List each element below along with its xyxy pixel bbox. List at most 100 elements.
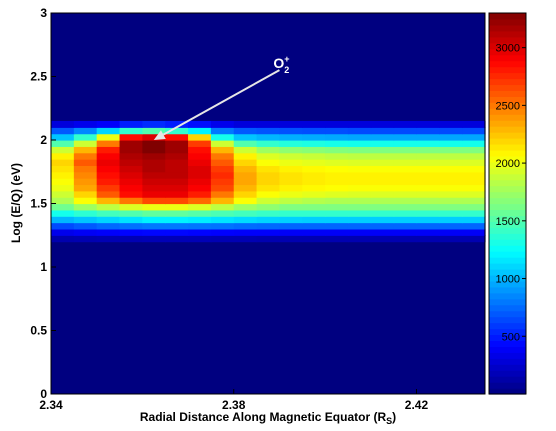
heatmap-cell [439,216,463,224]
colorbar-segment [489,126,526,133]
heatmap-cell [210,140,235,147]
heatmap-cell [416,209,440,217]
heatmap-cell [119,216,143,224]
heatmap-cell [142,133,166,141]
heatmap-cell [165,197,189,205]
heatmap-cell [96,197,121,205]
colorbar-tick-label: 500 [502,331,520,343]
heatmap-cell [347,120,372,128]
heatmap-cell [370,159,395,166]
heatmap-cell [165,159,189,166]
heatmap-cell [165,146,189,154]
heatmap-cell [142,216,166,224]
heatmap-cell [96,140,121,147]
heatmap-cell [165,152,189,160]
colorbar-ticks: 500 1000 1500 2000 2500 3000 [496,43,526,343]
colorbar-segment [489,292,526,300]
heatmap-cell [256,165,281,173]
annotation-label: O+ 2 [273,54,289,75]
heatmap-cell [73,197,98,205]
heatmap-cell [370,184,395,192]
colorbar-segment [489,328,526,336]
heatmap-cell [188,159,212,166]
colorbar-segment [489,84,526,91]
colorbar-segment [489,268,526,276]
colorbar-segment [489,227,526,234]
heatmap-cell [279,146,303,154]
heatmap-cell [279,152,303,160]
heatmap-cell [462,140,486,147]
heatmap-cell [165,228,189,236]
heatmap-cell [51,197,75,205]
heatmap-cell [347,222,372,230]
heatmap-cell [302,152,326,160]
heatmap-cell [73,222,98,230]
annotation-label-subscript: 2 [284,65,289,75]
heatmap-cell [256,222,281,230]
heatmap-cell [119,133,143,141]
heatmap-cell [439,228,463,236]
colorbar-segment [489,388,526,395]
heatmap-cell [393,203,418,211]
heatmap-cell [347,203,372,211]
heatmap-cell [51,171,75,179]
colorbar-segment [489,18,526,26]
heatmap-cell [233,235,258,243]
heatmap-cell [233,184,258,192]
heatmap-cell [96,146,121,154]
heatmap-cell [96,171,121,179]
heatmap-cell [462,152,486,160]
colorbar-segment [489,138,526,145]
heatmap-cell [51,235,75,243]
heatmap-cell [256,203,281,211]
heatmap-cell [73,216,98,224]
heatmap-cell [325,197,349,205]
heatmap-cell [325,235,349,243]
colorbar-segment [489,167,526,175]
heatmap-cell [210,133,235,141]
colorbar-segment [489,30,526,38]
heatmap-cell [416,190,440,198]
heatmap-cell [73,235,98,243]
colorbar-segment [489,72,526,80]
heatmap-cell [233,228,258,236]
heatmap-cell [119,203,143,211]
colorbar-segment [489,197,526,205]
heatmap-cell [119,165,143,173]
heatmap-cell [165,222,189,230]
heatmap-cell [188,171,212,179]
heatmap-cell [347,171,372,179]
heatmap-cell [73,184,98,192]
heatmap-cell [416,140,440,147]
heatmap-cell [233,120,258,128]
heatmap-cell [370,190,395,198]
heatmap-cell [439,235,463,243]
heatmap-cell [96,222,121,230]
colorbar-segment [489,233,526,240]
heatmap-cell [188,209,212,217]
heatmap-cell [51,140,75,147]
heatmap-cell [256,235,281,243]
colorbar-segment [489,239,526,246]
heatmap-cell [439,209,463,217]
heatmap-cell [393,133,418,141]
heatmap-cell [96,216,121,224]
colorbar-tick-label: 1000 [496,274,520,286]
heatmap-cell [142,159,166,166]
colorbar-segment [489,251,526,258]
heatmap-cell [210,159,235,166]
heatmap-cell [210,171,235,179]
colorbar-segment [489,221,526,228]
heatmap-cell [416,120,440,128]
heatmap-cell [370,146,395,154]
heatmap-cell [96,184,121,192]
y-tick-label: 0 [40,387,47,401]
heatmap-cell [51,203,75,211]
heatmap-cell [393,127,418,135]
heatmap-cell [256,159,281,166]
heatmap-cell [142,120,166,128]
heatmap-cell [347,165,372,173]
heatmap-cell [302,216,326,224]
colorbar-segment [489,358,526,365]
heatmap-cell [188,178,212,186]
